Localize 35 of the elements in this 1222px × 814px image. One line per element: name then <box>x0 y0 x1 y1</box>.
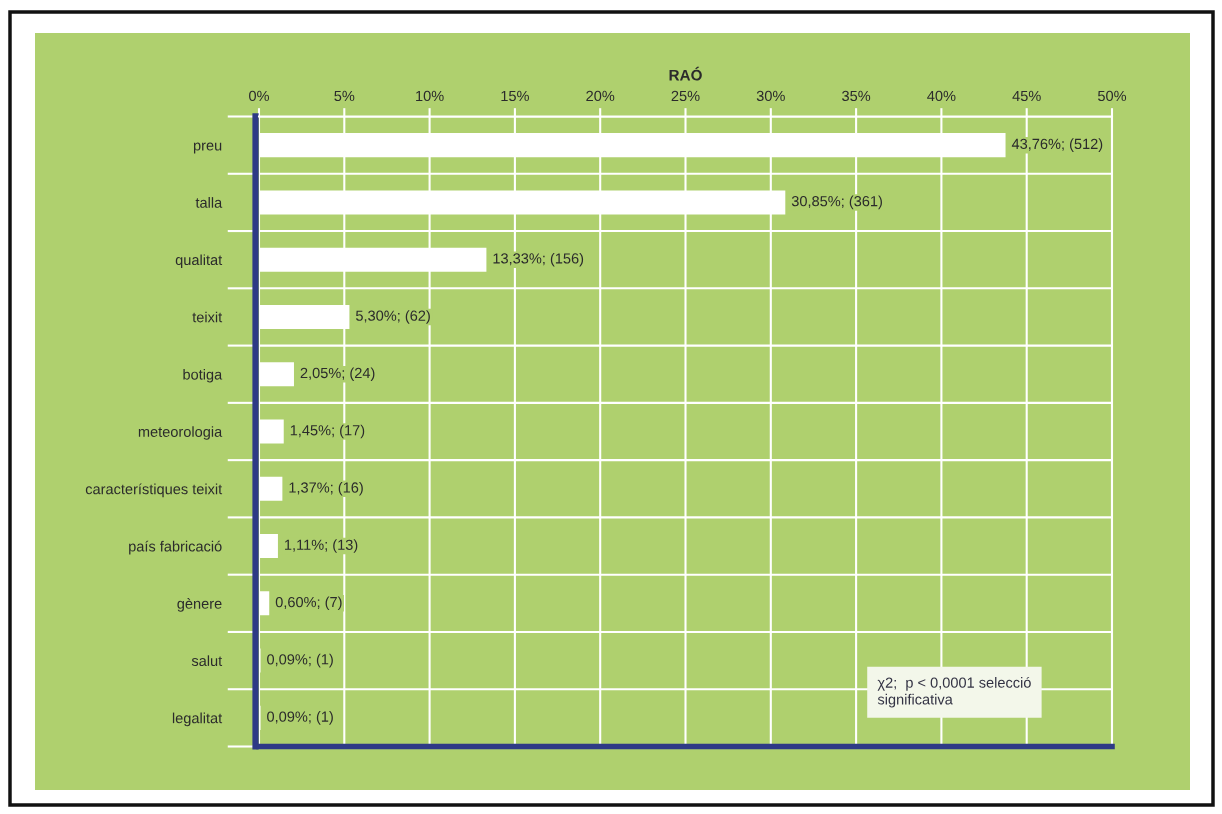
y-tick-label: legalitat <box>172 712 223 727</box>
y-tick-label: característiques teixit <box>85 483 223 498</box>
chart-title: RAÓ <box>669 66 702 81</box>
x-tick-label: 35% <box>842 90 871 102</box>
data-label: 0,09%; (1) <box>267 653 333 668</box>
x-tick-label: 45% <box>1012 90 1041 102</box>
data-label: 1,11%; (13) <box>285 539 358 553</box>
x-tick-label: 15% <box>501 90 529 102</box>
y-tick-label: qualitat <box>175 254 223 268</box>
x-tick-label: 40% <box>927 90 956 102</box>
data-label: 5,30%; (62) <box>355 310 430 324</box>
x-tick-label: 5% <box>334 90 355 102</box>
data-label: 0,09%; (1) <box>267 711 333 725</box>
x-tick-label: 0% <box>249 90 270 102</box>
y-tick-label: botiga <box>183 368 223 383</box>
data-label: 30,85%; (361) <box>791 195 882 210</box>
y-tick-label: país fabricació <box>129 540 222 555</box>
data-label: 43,76%; (512) <box>1011 138 1103 152</box>
annotation: χ2; p < 0,0001 selecció significativa <box>877 676 1031 708</box>
y-tick-label: gènere <box>177 597 222 612</box>
data-label: 1,45%; (17) <box>290 424 365 439</box>
x-tick-label: 20% <box>586 90 615 102</box>
y-tick-label: preu <box>193 142 222 154</box>
data-label: 1,37%; (16) <box>289 481 363 496</box>
x-tick-label: 10% <box>416 90 444 102</box>
y-tick-label: salut <box>191 655 223 667</box>
x-tick-label: 25% <box>671 90 700 102</box>
data-label: 13,33%; (156) <box>493 252 584 267</box>
data-label: 2,05%; (24) <box>300 367 375 382</box>
x-tick-label: 50% <box>1097 90 1127 102</box>
x-tick-label: 30% <box>756 90 785 102</box>
y-tick-label: talla <box>195 197 223 208</box>
y-tick-label: meteorologia <box>138 426 223 440</box>
y-tick-label: teixit <box>192 311 223 323</box>
data-label: 0,60%; (7) <box>275 596 342 611</box>
